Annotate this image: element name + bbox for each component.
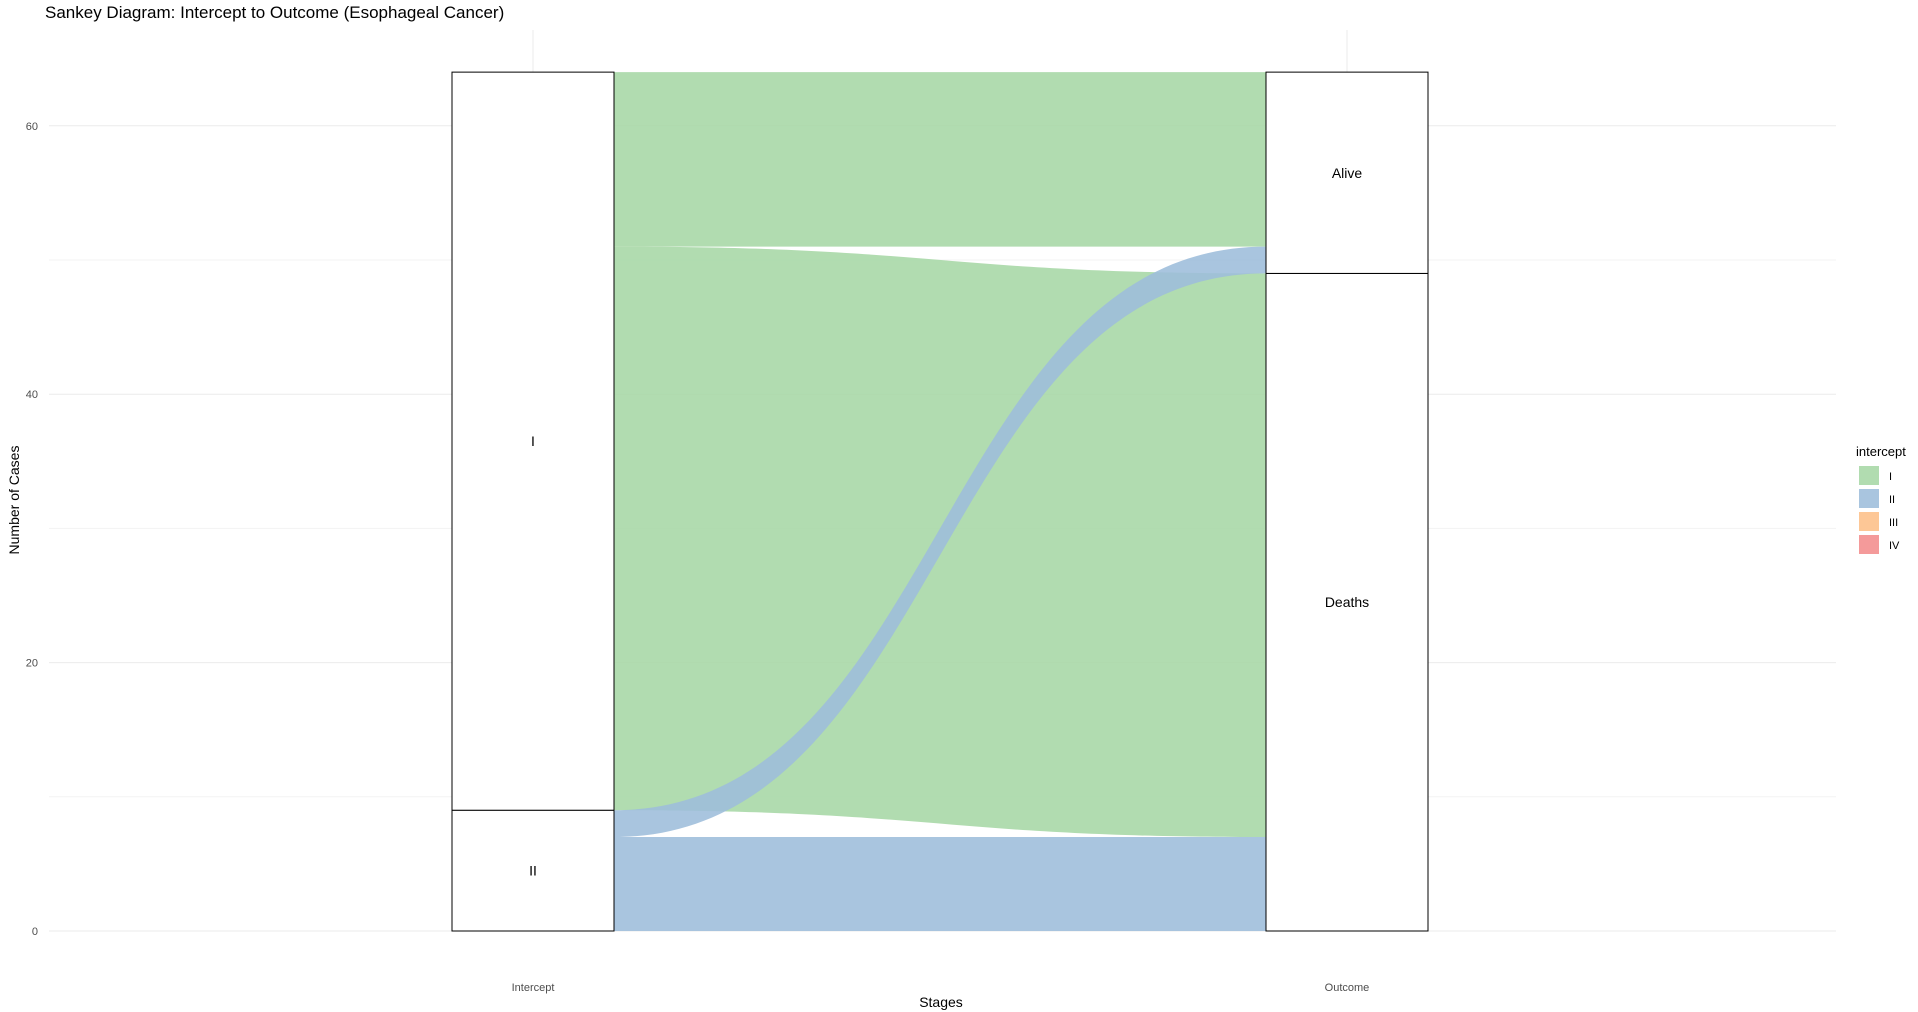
stratum-alive (1265, 71, 1429, 274)
chart-title: Sankey Diagram: Intercept to Outcome (Es… (45, 3, 504, 22)
y-axis-title: Number of Cases (6, 446, 22, 555)
flow-ii-to-deaths (614, 837, 1266, 931)
flow-ii-to-alive (614, 246, 1266, 838)
flows (614, 72, 1266, 931)
legend-key-iv (1859, 535, 1879, 554)
x-axis-title: Stages (919, 994, 963, 1010)
flow-i-to-alive (614, 72, 1266, 247)
stratum-i (451, 71, 615, 811)
stratum-deaths (1265, 272, 1429, 932)
stratum-label-deaths: Deaths (1325, 594, 1369, 610)
legend-label-iv: IV (1889, 540, 1900, 552)
x-tick-label: Intercept (512, 982, 555, 994)
y-tick-label: 20 (26, 658, 38, 670)
y-axis-ticks: 0 20 40 60 (26, 121, 38, 938)
stratum-label-alive: Alive (1332, 165, 1363, 181)
x-axis-ticks: Intercept Outcome (512, 982, 1370, 994)
stratum-label-ii: II (529, 863, 537, 879)
stratum-ii (451, 809, 615, 932)
stratum-label-i: I (531, 433, 535, 449)
y-tick-label: 60 (26, 121, 38, 133)
x-tick-label: Outcome (1325, 982, 1370, 994)
legend-key-ii (1859, 489, 1879, 508)
legend-title: intercept (1856, 444, 1906, 459)
y-tick-label: 0 (32, 926, 38, 938)
legend-key-i (1859, 466, 1879, 485)
legend-label-iii: III (1889, 517, 1898, 529)
y-tick-label: 40 (26, 389, 38, 401)
legend-label-ii: II (1889, 494, 1895, 506)
legend-key-iii (1859, 512, 1879, 531)
legend-label-i: I (1889, 471, 1892, 483)
